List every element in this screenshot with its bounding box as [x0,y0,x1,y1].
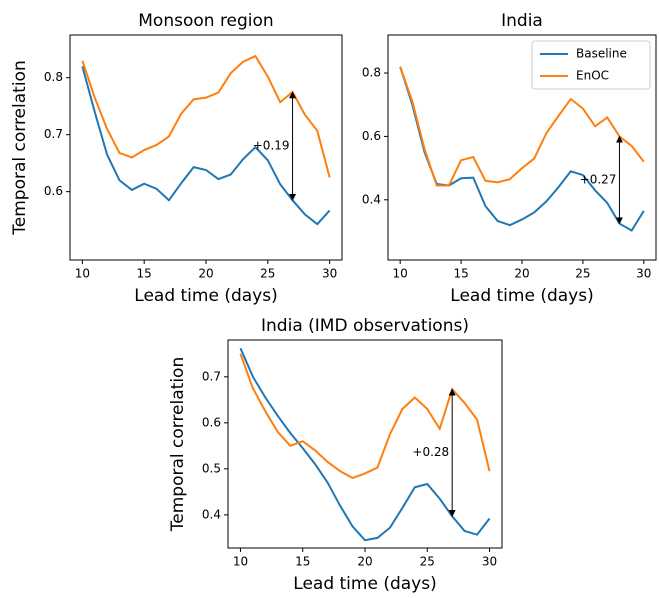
y-tick-label: 0.7 [202,369,221,383]
x-axis-label: Lead time (days) [134,286,277,306]
x-tick-label: 30 [322,267,337,281]
y-tick-label: 0.7 [44,127,63,141]
y-axis-label: Temporal correlation [10,60,30,235]
annotation-text: +0.19 [253,139,290,153]
x-tick-label: 25 [575,267,590,281]
series-line [239,353,491,480]
x-tick-label: 30 [482,555,497,569]
annotation-text: +0.28 [412,445,449,459]
x-tick-label: 25 [420,555,435,569]
y-tick-label: 0.4 [362,192,381,206]
x-tick-label: 25 [260,267,275,281]
y-tick-label: 0.8 [44,70,63,84]
annotation-text: +0.27 [580,172,617,186]
x-tick-label: 10 [75,267,90,281]
subplot-title: Monsoon region [138,11,273,31]
subplot: India 10 15 20 25 30 0.4 0.6 0.8 Lead time (days)… [362,11,657,306]
x-axis-label: Lead time (days) [450,286,593,306]
y-tick-label: 0.5 [202,461,221,475]
y-tick-label: 0.6 [202,415,221,429]
subplot: India (IMD observations) 10 15 20 25 30 0.4 0.5… [168,316,503,594]
legend-label: EnOC [576,69,609,83]
x-tick-label: 20 [198,267,213,281]
y-tick-label: 0.6 [44,184,63,198]
x-tick-label: 15 [137,267,152,281]
axes-frame [69,34,343,261]
x-tick-label: 20 [514,267,529,281]
x-tick-label: 15 [295,555,310,569]
axes-frame [387,34,657,261]
legend-label: Baseline [576,47,627,61]
x-axis-label: Lead time (days) [293,574,436,594]
x-tick-label: 20 [357,555,372,569]
subplot-title: India (IMD observations) [261,316,469,336]
y-tick-label: 0.6 [362,129,381,143]
y-tick-label: 0.4 [202,507,221,521]
subplot: Monsoon region 10 15 20 25 30 0.6 0.7 0.8 Lead ti… [10,11,343,306]
y-tick-label: 0.8 [362,66,381,80]
axes-frame [227,339,503,549]
y-axis-label: Temporal correlation [168,357,188,532]
x-tick-label: 10 [393,267,408,281]
x-tick-label: 30 [636,267,651,281]
subplot-title: India [501,11,543,31]
series-line [399,66,645,232]
series-line [399,66,645,187]
series-line [81,66,331,226]
series-line [81,54,331,178]
x-tick-label: 10 [233,555,248,569]
series-line [239,347,491,542]
x-tick-label: 15 [453,267,468,281]
